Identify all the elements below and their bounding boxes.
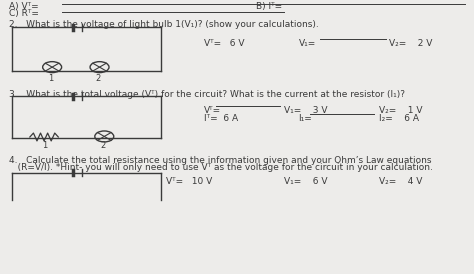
Text: I₁=: I₁= [299, 114, 312, 123]
Text: Vᵀ=   10 V: Vᵀ= 10 V [166, 177, 212, 186]
Text: V₁=    3 V: V₁= 3 V [284, 106, 328, 115]
Text: B) Iᵀ=: B) Iᵀ= [256, 2, 282, 11]
Text: Vᵀ=   6 V: Vᵀ= 6 V [204, 39, 244, 48]
Text: C) Rᵀ=: C) Rᵀ= [9, 9, 39, 18]
Text: V₂=    4 V: V₂= 4 V [379, 177, 423, 186]
Text: 4.   Calculate the total resistance using the information given and your Ohm’s L: 4. Calculate the total resistance using … [9, 156, 432, 165]
Text: 2.   What is the voltage of light bulb 1(V₁)? (show your calculations).: 2. What is the voltage of light bulb 1(V… [9, 20, 319, 29]
Text: V₁=: V₁= [299, 39, 316, 48]
Text: 2: 2 [100, 141, 106, 150]
Text: 1: 1 [42, 141, 47, 150]
Text: V₁=    6 V: V₁= 6 V [284, 177, 328, 186]
Text: Iᵀ=  6 A: Iᵀ= 6 A [204, 114, 238, 123]
Text: 1: 1 [48, 74, 54, 83]
Text: (R=V/I). *Hint- you will only need to use Vᵀ as the voltage for the circuit in y: (R=V/I). *Hint- you will only need to us… [9, 163, 433, 172]
Text: V₂=    2 V: V₂= 2 V [389, 39, 432, 48]
Text: Vᵀ=: Vᵀ= [204, 106, 221, 115]
Text: V₂=    1 V: V₂= 1 V [379, 106, 423, 115]
Text: I₂=    6 A: I₂= 6 A [379, 114, 419, 123]
Text: 2: 2 [96, 74, 101, 83]
Text: 3.   What is the total voltage (Vᵀ) for the circuit? What is the current at the : 3. What is the total voltage (Vᵀ) for th… [9, 90, 405, 99]
Text: A) Vᵀ=: A) Vᵀ= [9, 2, 39, 11]
